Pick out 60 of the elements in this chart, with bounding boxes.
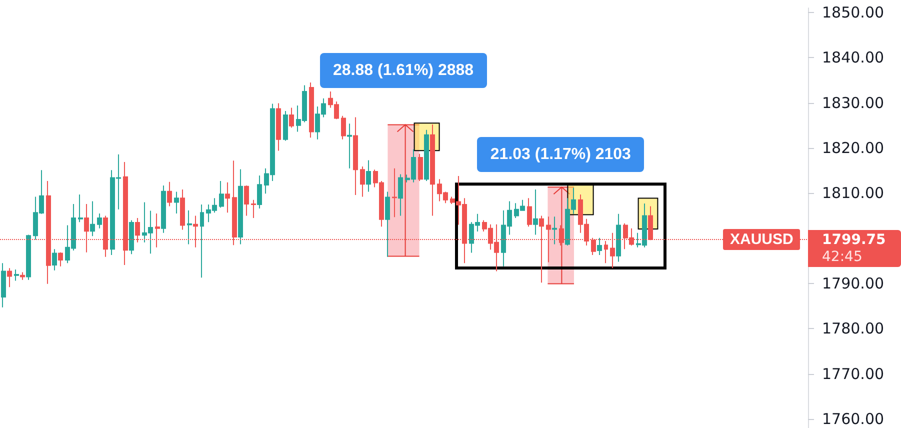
candlestick [52,248,57,271]
candlestick [244,184,249,216]
y-tick-label: 1760.00 [822,410,884,428]
candlestick [430,124,435,216]
y-tick-label: 1780.00 [822,320,884,338]
y-tick-label: 1810.00 [822,184,884,202]
candlestick [14,268,19,282]
candlestick [187,210,192,245]
candlestick [251,199,256,218]
candlestick [347,123,352,169]
annotation: 28.88 (1.61%) 2888 [333,61,474,81]
candlestick [174,191,179,214]
candlestick [161,184,166,234]
candlestick [238,168,243,245]
candlestick [385,191,390,258]
candlestick [180,189,185,230]
candlestick [20,272,25,280]
candlestick [604,240,608,264]
candlestick [341,115,346,140]
candlestick [424,129,429,182]
candlestick [78,194,83,223]
ref-line-label: XAUUSD [730,230,794,250]
candlestick [392,168,397,218]
candlestick [616,213,621,262]
candlestick [398,174,403,216]
price-tag: 1799.75 42:45 [808,230,901,267]
y-tick-label: 1820.00 [822,139,884,157]
candlestick [90,200,95,237]
candlestick [597,237,602,256]
candlestick [289,107,294,128]
candlestick [26,234,31,280]
candlestick [527,198,532,228]
y-tick-label: 1840.00 [822,48,884,67]
annotation: 21.03 (1.17%) 2103 [490,145,631,165]
candlestick [1,262,6,308]
candlestick [257,175,262,210]
candlestick [7,268,12,288]
candlestick [129,220,134,255]
callout-box: 28.88 (1.61%) 2888 [320,53,487,88]
y-tick-label: 1790.00 [822,274,884,292]
y-tick-label: 1770.00 [822,364,884,383]
candlestick [200,204,204,278]
candlestick [276,102,281,152]
candlestick [360,166,365,198]
candlestick [283,110,288,142]
candlestick [167,181,172,207]
candlestick [366,160,371,192]
candlestick [533,189,538,236]
callout-box: 21.03 (1.17%) 2103 [477,137,644,172]
y-tick-label: 1850.00 [822,4,884,22]
y-tick-label: 1830.00 [822,94,884,112]
candlestick [552,216,557,245]
candlestick [58,252,63,267]
candlestick [418,153,423,182]
candlestick [353,116,358,196]
candlestick [97,212,102,229]
candlestick [225,182,230,214]
symbol-tag: XAUUSD [723,228,800,250]
candlestick [219,180,224,208]
candlestick [309,82,314,138]
